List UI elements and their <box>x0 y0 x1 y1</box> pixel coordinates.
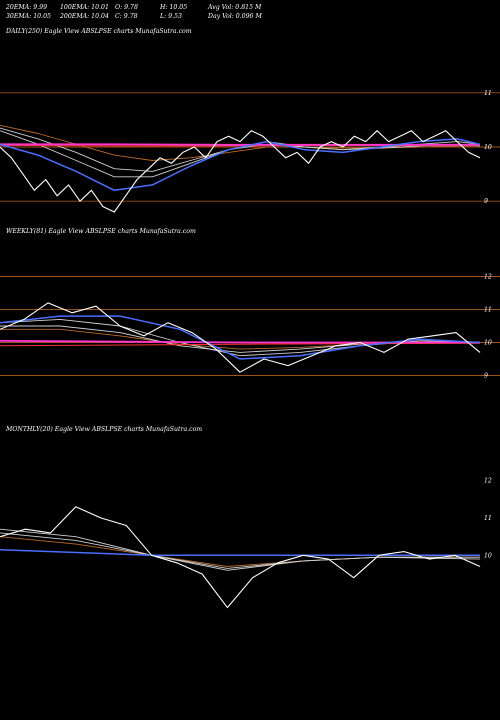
header-day-vol: Day Vol: 0.096 M <box>207 13 262 20</box>
daily-price-line <box>0 130 481 213</box>
daily-y-tick-2: 9 <box>484 198 488 205</box>
weekly-y-tick-1: 11 <box>484 307 492 314</box>
header-avg-vol: Avg Vol: 0.815 M <box>207 4 262 11</box>
daily-ema-grey-2-line <box>0 127 481 172</box>
weekly-y-tick-2: 10 <box>484 340 492 347</box>
monthly-y-tick-2: 10 <box>484 552 492 559</box>
header-20ema: 20EMA: 9.99 <box>5 4 47 11</box>
header-open: O: 9.78 <box>115 4 138 11</box>
daily-plot: 11 10 9 <box>0 90 500 213</box>
header-100ema: 100EMA: 10.01 <box>60 4 109 11</box>
weekly-plot: 12 11 10 9 <box>0 274 500 380</box>
weekly-panel-title: WEEKLY(81) Eagle View ABSLPSE charts Mun… <box>6 228 196 235</box>
monthly-plot: 12 11 10 <box>0 478 492 609</box>
monthly-panel-title: MONTHLY(20) Eagle View ABSLPSE charts Mu… <box>5 426 202 433</box>
header-low: L: 9.53 <box>159 13 182 20</box>
weekly-ema-blue-line <box>0 315 481 360</box>
daily-panel-title: DAILY(250) Eagle View ABSLPSE charts Mun… <box>5 28 192 35</box>
monthly-panel: MONTHLY(20) Eagle View ABSLPSE charts Mu… <box>0 426 492 609</box>
weekly-y-tick-3: 9 <box>484 373 488 380</box>
weekly-price-line <box>0 302 481 373</box>
monthly-y-tick-1: 11 <box>484 515 492 522</box>
monthly-ema-grey-1-line <box>0 528 481 571</box>
daily-panel: DAILY(250) Eagle View ABSLPSE charts Mun… <box>0 28 500 213</box>
daily-y-tick-1: 10 <box>484 144 492 151</box>
daily-ema-magenta-line <box>0 143 480 146</box>
daily-y-tick-0: 11 <box>484 90 492 97</box>
header-30ema: 30EMA: 10.05 <box>6 13 51 20</box>
header-close: C: 9.78 <box>115 13 138 20</box>
weekly-ema-magenta-line <box>0 339 480 344</box>
header-high: H: 10.05 <box>159 4 187 11</box>
monthly-ema-blue-line <box>0 548 480 557</box>
monthly-price-line <box>0 506 481 609</box>
indicator-header: 20EMA: 9.99 100EMA: 10.01 O: 9.78 H: 10.… <box>5 4 262 20</box>
weekly-y-tick-0: 12 <box>484 274 492 281</box>
daily-ema-blue-line <box>0 138 481 192</box>
monthly-y-tick-0: 12 <box>484 478 492 485</box>
weekly-panel: WEEKLY(81) Eagle View ABSLPSE charts Mun… <box>0 228 500 380</box>
header-200ema: 200EMA: 10.04 <box>59 13 109 20</box>
